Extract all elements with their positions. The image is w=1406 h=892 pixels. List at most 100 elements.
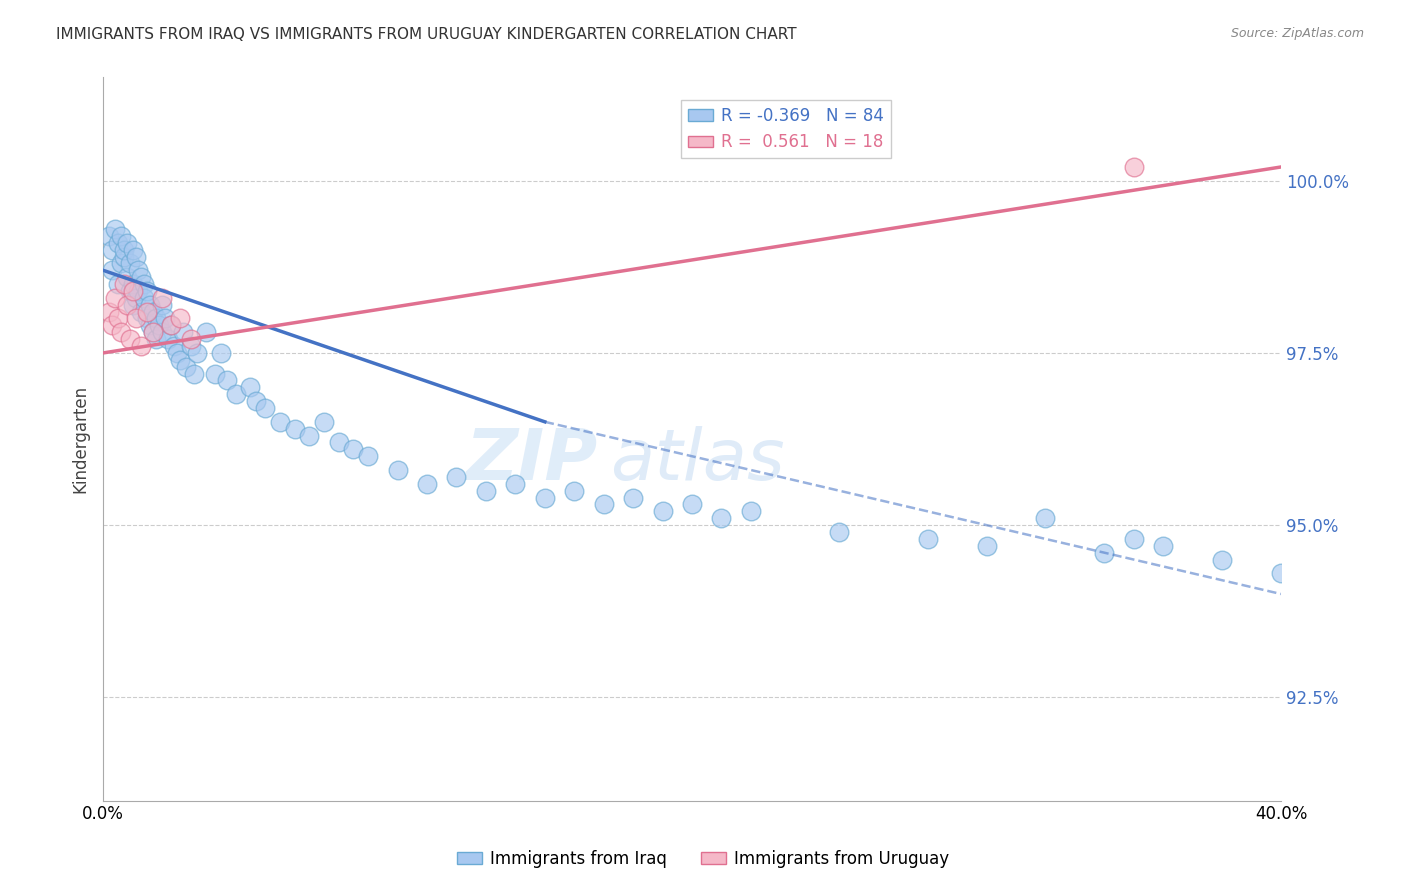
Point bbox=[976, 539, 998, 553]
Point bbox=[312, 415, 335, 429]
Point bbox=[134, 291, 156, 305]
Point bbox=[121, 243, 143, 257]
Point bbox=[225, 387, 247, 401]
Point bbox=[107, 311, 129, 326]
Point bbox=[533, 491, 555, 505]
Point bbox=[446, 470, 468, 484]
Point bbox=[121, 277, 143, 291]
Point bbox=[328, 435, 350, 450]
Point bbox=[186, 346, 208, 360]
Text: atlas: atlas bbox=[610, 426, 785, 495]
Point bbox=[150, 326, 173, 340]
Point bbox=[136, 304, 159, 318]
Point bbox=[342, 442, 364, 457]
Point bbox=[136, 284, 159, 298]
Point bbox=[475, 483, 498, 498]
Point bbox=[98, 228, 121, 243]
Point bbox=[139, 298, 162, 312]
Point bbox=[1270, 566, 1292, 581]
Text: Source: ZipAtlas.com: Source: ZipAtlas.com bbox=[1230, 27, 1364, 40]
Point bbox=[127, 263, 149, 277]
Point bbox=[1211, 552, 1233, 566]
Point bbox=[156, 332, 179, 346]
Point bbox=[150, 291, 173, 305]
Point bbox=[115, 235, 138, 250]
Point bbox=[195, 326, 218, 340]
Point bbox=[112, 250, 135, 264]
Point bbox=[104, 222, 127, 236]
Point bbox=[131, 339, 153, 353]
Point bbox=[118, 284, 141, 298]
Text: IMMIGRANTS FROM IRAQ VS IMMIGRANTS FROM URUGUAY KINDERGARTEN CORRELATION CHART: IMMIGRANTS FROM IRAQ VS IMMIGRANTS FROM … bbox=[56, 27, 797, 42]
Point bbox=[204, 367, 226, 381]
Point bbox=[134, 277, 156, 291]
Legend: R = -0.369   N = 84, R =  0.561   N = 18: R = -0.369 N = 84, R = 0.561 N = 18 bbox=[682, 100, 891, 158]
Point bbox=[101, 263, 124, 277]
Legend: Immigrants from Iraq, Immigrants from Uruguay: Immigrants from Iraq, Immigrants from Ur… bbox=[450, 844, 956, 875]
Point bbox=[160, 318, 183, 333]
Point bbox=[124, 291, 146, 305]
Point bbox=[269, 415, 291, 429]
Point bbox=[107, 277, 129, 291]
Point bbox=[740, 504, 762, 518]
Point bbox=[163, 339, 186, 353]
Text: ZIP: ZIP bbox=[465, 426, 598, 495]
Point bbox=[828, 524, 851, 539]
Point bbox=[121, 284, 143, 298]
Point bbox=[357, 449, 380, 463]
Point bbox=[1152, 539, 1174, 553]
Point bbox=[124, 311, 146, 326]
Point bbox=[298, 428, 321, 442]
Point bbox=[148, 318, 170, 333]
Point bbox=[174, 359, 197, 374]
Point bbox=[145, 311, 167, 326]
Point bbox=[131, 304, 153, 318]
Point bbox=[107, 235, 129, 250]
Point bbox=[101, 318, 124, 333]
Point bbox=[592, 498, 614, 512]
Point bbox=[387, 463, 409, 477]
Point bbox=[1122, 532, 1144, 546]
Point bbox=[153, 311, 176, 326]
Point bbox=[104, 291, 127, 305]
Point bbox=[124, 250, 146, 264]
Point bbox=[283, 422, 305, 436]
Point bbox=[139, 318, 162, 333]
Point bbox=[115, 298, 138, 312]
Point bbox=[562, 483, 585, 498]
Point bbox=[101, 243, 124, 257]
Point bbox=[651, 504, 673, 518]
Point bbox=[215, 374, 238, 388]
Point bbox=[505, 476, 527, 491]
Point bbox=[245, 394, 267, 409]
Point bbox=[98, 304, 121, 318]
Point bbox=[112, 243, 135, 257]
Point bbox=[169, 352, 191, 367]
Point bbox=[917, 532, 939, 546]
Point bbox=[110, 228, 132, 243]
Point bbox=[112, 277, 135, 291]
Point bbox=[121, 298, 143, 312]
Point bbox=[110, 326, 132, 340]
Point bbox=[180, 332, 202, 346]
Point bbox=[1035, 511, 1057, 525]
Point bbox=[118, 256, 141, 270]
Point bbox=[127, 284, 149, 298]
Point bbox=[254, 401, 277, 415]
Point bbox=[416, 476, 439, 491]
Point bbox=[621, 491, 644, 505]
Point bbox=[118, 332, 141, 346]
Point bbox=[681, 498, 703, 512]
Point bbox=[183, 367, 205, 381]
Point bbox=[239, 380, 262, 394]
Point bbox=[150, 298, 173, 312]
Point bbox=[145, 332, 167, 346]
Point bbox=[209, 346, 232, 360]
Point bbox=[142, 326, 165, 340]
Point bbox=[1122, 160, 1144, 174]
Point bbox=[160, 318, 183, 333]
Point bbox=[142, 304, 165, 318]
Point bbox=[169, 311, 191, 326]
Point bbox=[1092, 546, 1115, 560]
Y-axis label: Kindergarten: Kindergarten bbox=[72, 385, 89, 493]
